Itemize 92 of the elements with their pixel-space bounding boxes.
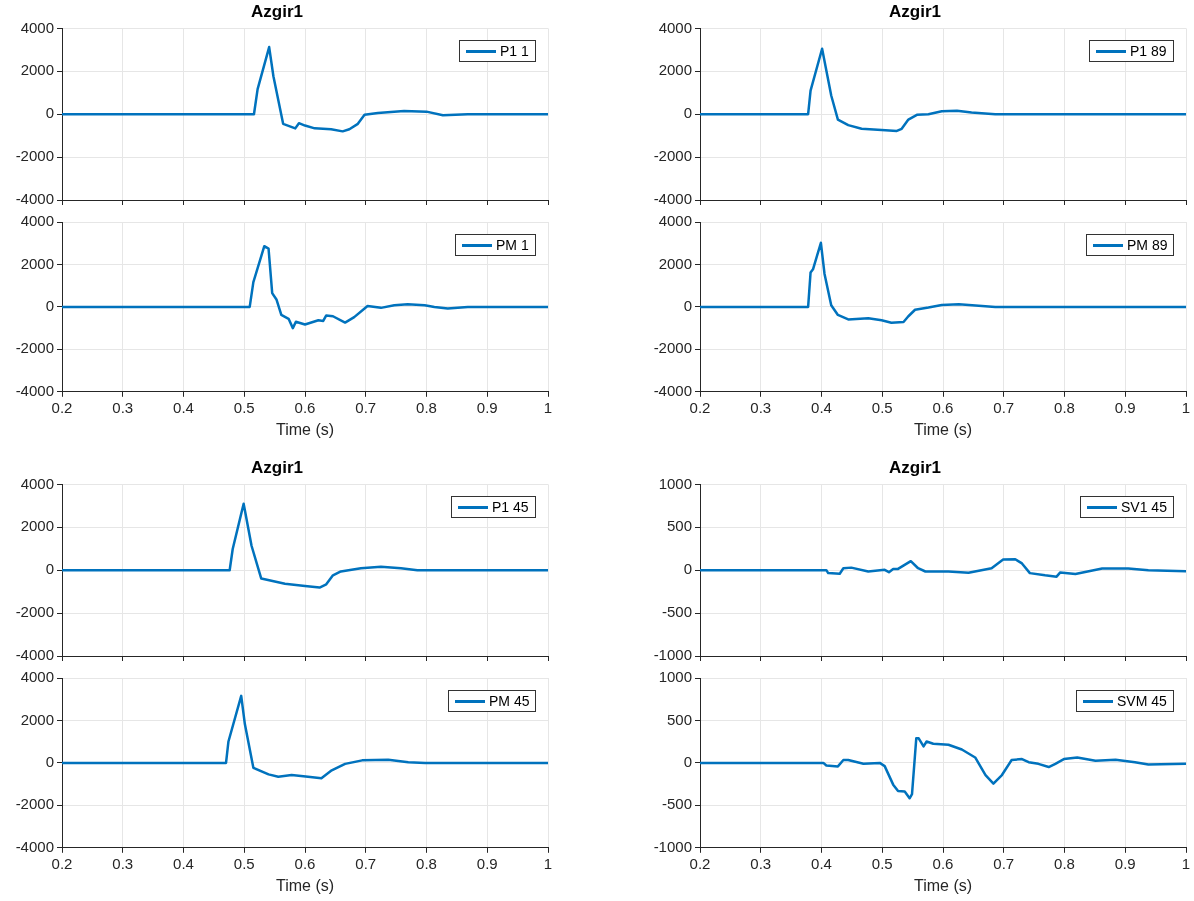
chart-title: Azgir1	[251, 1, 303, 21]
y-tick-label: -500	[661, 795, 692, 813]
y-tick-label: -500	[661, 603, 692, 621]
y-tick-label: 2000	[20, 61, 54, 79]
y-tick-label: -2000	[15, 147, 54, 165]
x-tick-label: 0.5	[233, 398, 255, 416]
x-tick-label: 0.5	[233, 854, 255, 872]
y-tick-label: -4000	[15, 837, 54, 855]
x-tick-label: 0.4	[173, 854, 194, 872]
y-tick-label: -1000	[653, 646, 692, 664]
y-tick-label: -2000	[15, 795, 54, 813]
y-tick-label: 500	[666, 517, 692, 535]
y-tick-label: -4000	[15, 646, 54, 664]
x-tick-label: 0.3	[750, 398, 772, 416]
x-tick-label: 0.9	[476, 854, 498, 872]
y-tick-label: 4000	[20, 668, 54, 686]
chart-title: Azgir1	[889, 1, 941, 21]
x-tick-label: 0.8	[1054, 854, 1075, 872]
x-tick-label: 0.8	[1054, 398, 1075, 416]
y-tick-label: 4000	[658, 18, 692, 36]
y-tick-label: 0	[45, 753, 54, 771]
x-tick-label: 0.7	[993, 398, 1015, 416]
y-tick-label: -4000	[653, 190, 692, 208]
x-tick-label: 0.3	[112, 854, 134, 872]
x-tick-label: 1	[1181, 854, 1191, 872]
y-tick-label: -2000	[653, 147, 692, 165]
x-tick-label: 1	[543, 398, 553, 416]
y-tick-label: 4000	[20, 18, 54, 36]
y-tick-label: -4000	[653, 381, 692, 399]
y-tick-label: 0	[683, 297, 692, 315]
x-tick-label: 0.4	[811, 398, 832, 416]
x-tick-label: 0.2	[689, 854, 711, 872]
legend-label: SVM 45	[1117, 693, 1167, 709]
x-tick-label: 0.9	[1114, 854, 1136, 872]
y-tick-label: -2000	[15, 603, 54, 621]
y-tick-label: -2000	[15, 339, 54, 357]
y-tick-label: 4000	[20, 474, 54, 492]
y-tick-label: 0	[45, 104, 54, 122]
x-tick-label: 1	[543, 854, 553, 872]
x-tick-label: 0.8	[416, 398, 437, 416]
x-tick-label: 0.2	[51, 398, 73, 416]
x-tick-label: 0.5	[871, 854, 893, 872]
legend-label: PM 45	[489, 693, 530, 709]
y-tick-label: 0	[683, 560, 692, 578]
x-tick-label: 0.7	[355, 398, 377, 416]
x-tick-label: 0.7	[355, 854, 377, 872]
x-tick-label: 0.4	[173, 398, 194, 416]
x-tick-label: 0.6	[932, 398, 954, 416]
x-tick-label: 0.9	[1114, 398, 1136, 416]
y-tick-label: 0	[683, 753, 692, 771]
y-tick-label: 2000	[20, 710, 54, 728]
x-tick-label: 0.8	[416, 854, 437, 872]
legend-label: P1 45	[492, 499, 529, 516]
y-tick-label: 2000	[658, 254, 692, 272]
y-tick-label: 0	[45, 560, 54, 578]
x-tick-label: 0.2	[689, 398, 711, 416]
y-tick-label: 2000	[20, 517, 54, 535]
x-tick-label: 0.6	[294, 398, 316, 416]
x-tick-label: 0.7	[993, 854, 1015, 872]
y-tick-label: 500	[666, 710, 692, 728]
y-tick-label: 2000	[20, 254, 54, 272]
y-tick-label: 0	[683, 104, 692, 122]
x-tick-label: 0.3	[750, 854, 772, 872]
x-tick-label: 0.9	[476, 398, 498, 416]
legend-label: PM 1	[496, 237, 529, 253]
chart-title: Azgir1	[889, 457, 941, 477]
x-axis-title: Time (s)	[275, 420, 335, 438]
y-tick-label: 2000	[658, 61, 692, 79]
y-tick-label: -4000	[15, 190, 54, 208]
x-axis-title: Time (s)	[913, 876, 973, 894]
x-tick-label: 0.4	[811, 854, 832, 872]
chart-title: Azgir1	[251, 457, 303, 477]
legend-label: P1 89	[1130, 43, 1167, 60]
y-tick-label: 4000	[658, 212, 692, 230]
y-tick-label: 0	[45, 297, 54, 315]
y-tick-label: 1000	[658, 474, 692, 492]
x-tick-label: 0.6	[294, 854, 316, 872]
x-axis-title: Time (s)	[275, 876, 335, 894]
y-tick-label: -2000	[653, 339, 692, 357]
x-tick-label: 1	[1181, 398, 1191, 416]
legend-label: SV1 45	[1121, 499, 1167, 516]
x-axis-title: Time (s)	[913, 420, 973, 438]
x-tick-label: 0.5	[871, 398, 893, 416]
y-tick-label: -4000	[15, 381, 54, 399]
x-tick-label: 0.3	[112, 398, 134, 416]
legend-label: P1 1	[500, 43, 529, 60]
y-tick-label: 1000	[658, 668, 692, 686]
y-tick-label: -1000	[653, 837, 692, 855]
legend-label: PM 89	[1127, 237, 1168, 253]
x-tick-label: 0.6	[932, 854, 954, 872]
x-tick-label: 0.2	[51, 854, 73, 872]
y-tick-label: 4000	[20, 212, 54, 230]
